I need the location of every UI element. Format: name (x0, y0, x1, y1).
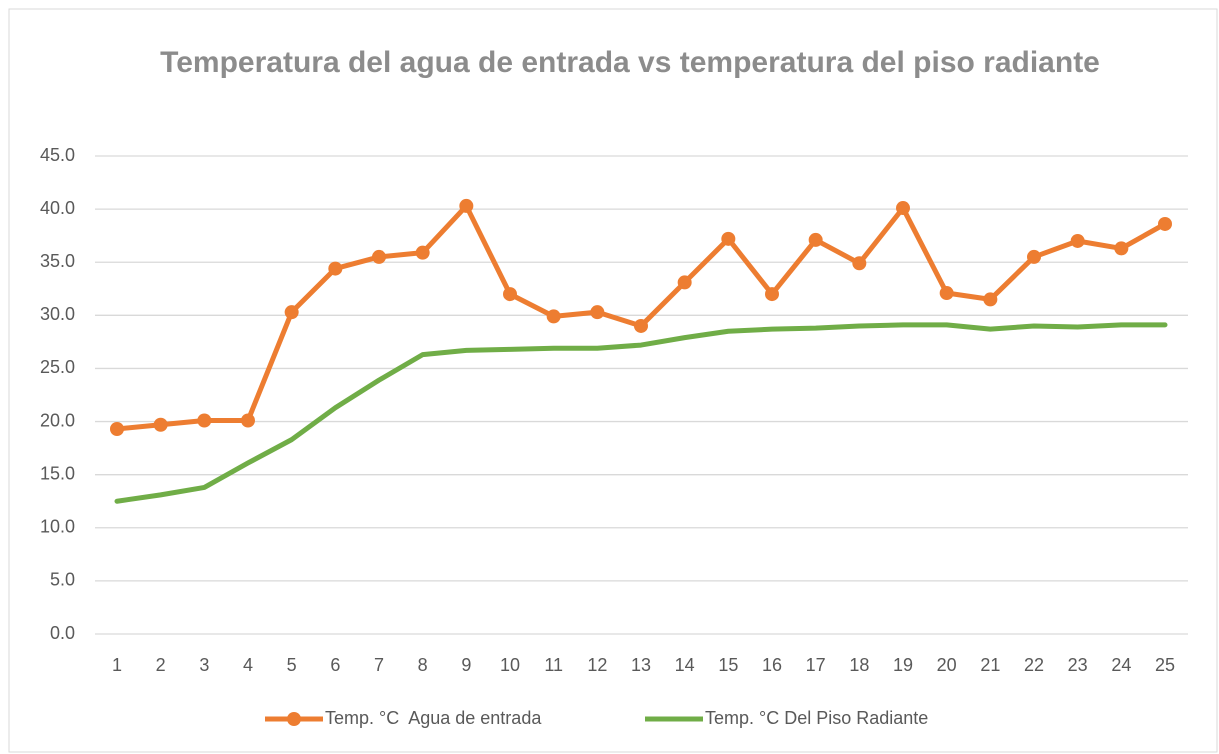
point-marker (721, 231, 736, 246)
x-tick-label: 16 (762, 655, 782, 675)
x-tick-label: 2 (156, 655, 166, 675)
x-tick-label: 3 (199, 655, 209, 675)
point-marker (1070, 233, 1085, 248)
point-marker (677, 275, 692, 290)
y-tick-label: 0.0 (50, 623, 75, 643)
x-tick-label: 12 (587, 655, 607, 675)
point-marker (110, 421, 124, 436)
point-marker (241, 413, 255, 428)
x-tick-label: 5 (287, 655, 297, 675)
x-tick-label: 25 (1155, 655, 1175, 675)
x-tick-label: 24 (1111, 655, 1131, 675)
chart-title: Temperatura del agua de entrada vs tempe… (160, 46, 1100, 79)
legend-marker (287, 712, 301, 726)
point-marker (808, 232, 823, 247)
point-marker (1158, 216, 1172, 231)
x-tick-label: 10 (500, 655, 520, 675)
y-tick-label: 40.0 (40, 198, 75, 218)
y-tick-label: 35.0 (40, 251, 75, 271)
point-marker (939, 286, 954, 301)
point-marker (765, 287, 779, 302)
x-tick-label: 4 (243, 655, 253, 675)
x-tick-label: 21 (980, 655, 1000, 675)
point-marker (896, 201, 910, 216)
x-tick-label: 14 (675, 655, 695, 675)
point-marker (503, 287, 517, 302)
chart-frame (8, 8, 1218, 753)
y-tick-label: 45.0 (40, 145, 75, 165)
x-tick-label: 8 (418, 655, 428, 675)
point-marker (852, 256, 867, 271)
y-tick-label: 30.0 (40, 304, 75, 324)
point-marker (459, 198, 474, 213)
point-marker (372, 249, 386, 264)
x-tick-label: 6 (330, 655, 340, 675)
y-tick-label: 25.0 (40, 357, 75, 377)
point-marker (284, 305, 299, 320)
point-marker (328, 261, 343, 276)
x-tick-label: 1 (112, 655, 122, 675)
point-marker (415, 245, 430, 260)
point-marker (590, 305, 605, 320)
legend-label: Temp. °C Del Piso Radiante (705, 708, 928, 728)
point-marker (546, 309, 561, 324)
x-tick-label: 17 (806, 655, 826, 675)
y-tick-label: 15.0 (40, 463, 75, 483)
legend-label: Temp. °C Agua de entrada (325, 708, 542, 728)
x-tick-label: 20 (937, 655, 957, 675)
point-marker (1027, 249, 1041, 264)
x-tick-label: 22 (1024, 655, 1044, 675)
x-tick-label: 13 (631, 655, 651, 675)
x-tick-label: 7 (374, 655, 384, 675)
x-tick-label: 15 (718, 655, 738, 675)
point-marker (153, 417, 168, 432)
x-tick-label: 18 (849, 655, 869, 675)
point-marker (983, 292, 998, 307)
y-tick-label: 20.0 (40, 410, 75, 430)
x-tick-label: 23 (1068, 655, 1088, 675)
x-tick-label: 9 (461, 655, 471, 675)
point-marker (634, 318, 648, 333)
y-tick-label: 10.0 (40, 517, 75, 537)
point-marker (1114, 241, 1129, 256)
x-tick-label: 19 (893, 655, 913, 675)
x-tick-label: 11 (544, 655, 563, 675)
point-marker (197, 413, 212, 428)
series-line (114, 322, 1168, 504)
y-tick-label: 5.0 (50, 570, 75, 590)
